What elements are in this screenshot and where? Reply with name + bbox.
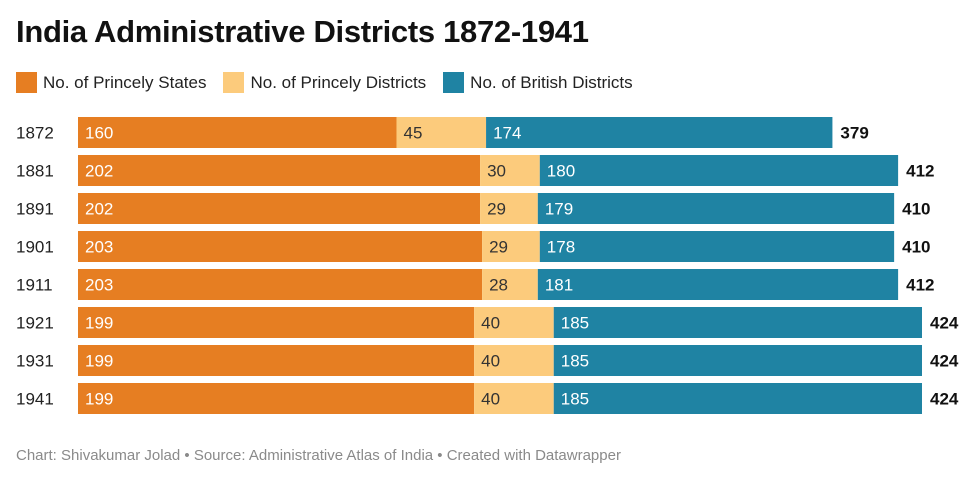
bar-no-of-princely-districts-1872: [396, 117, 487, 148]
value-label-no-of-british-districts-1881: 180: [547, 162, 575, 181]
value-label-no-of-princely-districts-1901: 29: [489, 238, 508, 257]
legend-item-princely-districts: No. of Princely Districts: [223, 72, 426, 93]
stacked-bar-chart: 1872 160 45 174 379 1881 202 30 180 412 1891 202 29 1…: [16, 117, 959, 414]
total-label-1931: 424: [930, 352, 959, 371]
value-label-no-of-princely-districts-1941: 40: [481, 390, 500, 409]
bar-no-of-princely-districts-1941: [474, 383, 554, 414]
total-label-1881: 412: [906, 162, 934, 181]
bar-no-of-british-districts-1881: [539, 155, 899, 186]
chart-title: India Administrative Districts 1872-1941: [16, 14, 589, 49]
bar-no-of-british-districts-1872: [486, 117, 833, 148]
chart-footer: Chart: Shivakumar Jolad • Source: Admini…: [16, 447, 621, 464]
legend-swatch-princely-districts: [223, 72, 245, 93]
bar-no-of-british-districts-1941: [553, 383, 922, 414]
bar-no-of-british-districts-1901: [539, 231, 895, 262]
category-label-1931: 1931: [16, 352, 54, 371]
value-label-no-of-british-districts-1911: 181: [545, 276, 573, 295]
value-label-no-of-princely-states-1921: 199: [85, 314, 113, 333]
legend-item-british-districts: No. of British Districts: [443, 72, 633, 93]
total-label-1941: 424: [930, 390, 959, 409]
legend-label-princely-districts: No. of Princely Districts: [250, 72, 427, 92]
legend-label-british-districts: No. of British Districts: [470, 72, 633, 92]
value-label-no-of-british-districts-1931: 185: [561, 352, 589, 371]
bar-no-of-princely-states-1891: [78, 193, 481, 224]
value-label-no-of-princely-states-1911: 203: [85, 276, 113, 295]
bar-no-of-princely-districts-1891: [480, 193, 538, 224]
bar-no-of-princely-districts-1881: [480, 155, 540, 186]
bar-no-of-british-districts-1921: [553, 307, 922, 338]
total-label-1891: 410: [902, 200, 930, 219]
bar-no-of-princely-states-1911: [78, 269, 483, 300]
legend-swatch-princely-states: [16, 72, 37, 93]
bar-no-of-princely-districts-1921: [474, 307, 554, 338]
bar-no-of-british-districts-1931: [553, 345, 922, 376]
bar-no-of-princely-districts-1931: [474, 345, 554, 376]
category-label-1901: 1901: [16, 238, 54, 257]
bar-no-of-princely-states-1931: [78, 345, 475, 376]
value-label-no-of-princely-districts-1911: 28: [489, 276, 508, 295]
value-label-no-of-princely-districts-1872: 45: [403, 124, 422, 143]
value-label-no-of-princely-states-1931: 199: [85, 352, 113, 371]
value-label-no-of-princely-states-1941: 199: [85, 390, 113, 409]
value-label-no-of-british-districts-1891: 179: [545, 200, 573, 219]
bar-no-of-princely-districts-1901: [482, 231, 540, 262]
category-label-1872: 1872: [16, 124, 54, 143]
value-label-no-of-british-districts-1941: 185: [561, 390, 589, 409]
legend-item-princely-states: No. of Princely States: [16, 72, 206, 93]
value-label-no-of-princely-states-1891: 202: [85, 200, 113, 219]
value-label-no-of-princely-states-1901: 203: [85, 238, 113, 257]
bar-no-of-princely-states-1941: [78, 383, 475, 414]
bar-no-of-princely-states-1901: [78, 231, 483, 262]
bar-no-of-british-districts-1911: [537, 269, 899, 300]
value-label-no-of-princely-districts-1891: 29: [487, 200, 506, 219]
legend-swatch-british-districts: [443, 72, 465, 93]
total-label-1921: 424: [930, 314, 959, 333]
value-label-no-of-princely-districts-1931: 40: [481, 352, 500, 371]
bar-no-of-princely-states-1872: [78, 117, 397, 148]
bar-no-of-princely-states-1881: [78, 155, 481, 186]
value-label-no-of-british-districts-1872: 174: [493, 124, 521, 143]
value-label-no-of-princely-states-1872: 160: [85, 124, 113, 143]
total-label-1901: 410: [902, 238, 930, 257]
category-label-1911: 1911: [16, 276, 53, 295]
bar-no-of-british-districts-1891: [537, 193, 895, 224]
category-label-1881: 1881: [16, 162, 54, 181]
bar-no-of-princely-districts-1911: [482, 269, 538, 300]
value-label-no-of-british-districts-1901: 178: [547, 238, 575, 257]
category-label-1941: 1941: [16, 390, 54, 409]
category-label-1891: 1891: [16, 200, 54, 219]
value-label-no-of-princely-districts-1881: 30: [487, 162, 506, 181]
value-label-no-of-princely-states-1881: 202: [85, 162, 113, 181]
value-label-no-of-princely-districts-1921: 40: [481, 314, 500, 333]
bar-no-of-princely-states-1921: [78, 307, 475, 338]
value-label-no-of-british-districts-1921: 185: [561, 314, 589, 333]
legend: No. of Princely States No. of Princely D…: [16, 72, 650, 93]
legend-label-princely-states: No. of Princely States: [43, 72, 207, 92]
total-label-1872: 379: [840, 124, 868, 143]
category-label-1921: 1921: [16, 314, 54, 333]
total-label-1911: 412: [906, 276, 934, 295]
